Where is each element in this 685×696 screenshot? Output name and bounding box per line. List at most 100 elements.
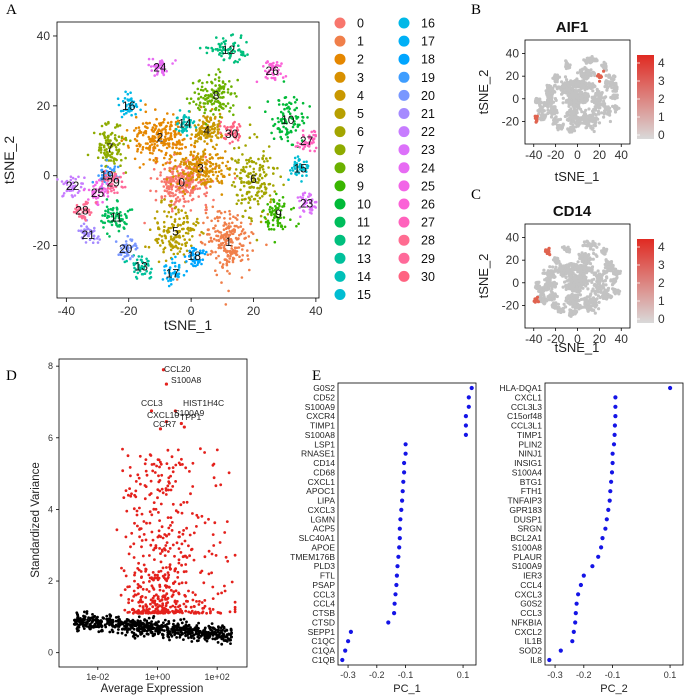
cluster-point xyxy=(248,206,252,209)
cluster-point xyxy=(176,252,179,255)
cluster-point xyxy=(150,128,154,132)
cluster-point xyxy=(211,167,214,171)
cluster-point xyxy=(162,138,166,142)
cluster-point xyxy=(204,122,208,126)
cluster-point xyxy=(148,121,151,125)
cluster-point xyxy=(172,238,176,241)
cluster-point xyxy=(149,275,153,279)
cluster-point xyxy=(267,166,270,169)
cluster-label: 18 xyxy=(188,249,202,263)
cluster-point xyxy=(168,179,171,183)
cluster-point xyxy=(159,244,162,247)
cluster-point xyxy=(210,219,213,223)
y-tick-label: -20 xyxy=(33,239,51,253)
cluster-point xyxy=(239,232,243,236)
cluster-point xyxy=(272,167,276,170)
cluster-point xyxy=(278,204,281,208)
legend-label: 22 xyxy=(421,125,435,139)
cluster-point xyxy=(238,125,242,128)
cell-point xyxy=(544,102,548,106)
cluster-point xyxy=(103,151,106,155)
cluster-point xyxy=(218,89,221,93)
cluster-point xyxy=(107,208,110,211)
cluster-point xyxy=(182,273,186,277)
cluster-point xyxy=(211,145,215,149)
cluster-label: 24 xyxy=(153,60,167,74)
cluster-point xyxy=(156,241,159,244)
cluster-point xyxy=(281,227,285,231)
cluster-point xyxy=(153,146,157,150)
cluster-point xyxy=(80,182,83,185)
cluster-point xyxy=(112,211,115,215)
cluster-point xyxy=(291,117,295,120)
cluster-point xyxy=(263,160,266,163)
cell-point xyxy=(576,71,580,75)
cluster-point xyxy=(136,133,139,136)
cluster-point xyxy=(283,225,287,229)
cluster-point xyxy=(284,127,288,130)
cluster-point xyxy=(184,162,187,166)
cluster-point xyxy=(160,195,163,198)
cluster-point xyxy=(158,233,161,237)
cluster-point xyxy=(183,255,187,258)
cell-point xyxy=(579,86,583,91)
cluster-point xyxy=(200,166,204,170)
cluster-point xyxy=(86,153,90,157)
cell-point xyxy=(586,68,590,72)
cluster-point xyxy=(214,73,218,76)
cluster-point xyxy=(150,267,153,271)
cell-point xyxy=(605,289,609,293)
cluster-point xyxy=(165,151,168,155)
cluster-point xyxy=(170,155,173,159)
cluster-point xyxy=(197,123,200,127)
cluster-point xyxy=(159,123,163,127)
cluster-point xyxy=(193,145,197,149)
cluster-label: 8 xyxy=(213,88,220,102)
cell-point xyxy=(603,271,607,275)
cluster-point xyxy=(232,257,236,260)
panel-c-title: CD14 xyxy=(553,203,592,220)
cluster-point xyxy=(291,143,295,147)
cluster-point xyxy=(109,133,113,136)
cluster-point xyxy=(205,135,209,139)
cluster-point xyxy=(139,99,142,102)
cluster-point xyxy=(185,269,188,273)
cell-point xyxy=(609,262,613,266)
cluster-point xyxy=(228,272,231,275)
cluster-point xyxy=(117,135,121,138)
cluster-point xyxy=(164,162,168,165)
cluster-point xyxy=(153,123,156,127)
cluster-point xyxy=(213,123,216,127)
cell-point xyxy=(597,276,601,280)
cluster-point xyxy=(293,120,296,123)
cluster-point xyxy=(169,235,173,238)
cluster-point xyxy=(139,108,142,112)
cluster-point xyxy=(115,148,118,152)
cluster-point xyxy=(171,226,175,229)
cluster-point xyxy=(295,106,299,110)
cluster-point xyxy=(242,165,245,169)
cluster-point xyxy=(222,90,226,94)
cluster-point xyxy=(79,185,83,189)
cluster-point xyxy=(200,230,203,234)
cluster-point xyxy=(291,125,295,129)
legend-swatch xyxy=(334,126,346,138)
cluster-point xyxy=(252,167,256,171)
cluster-point xyxy=(216,179,219,183)
x-tick-label: 0 xyxy=(574,148,581,162)
y-tick-label: 40 xyxy=(506,47,520,61)
cell-point xyxy=(586,287,590,291)
cluster-point xyxy=(175,278,179,281)
y-tick-label: 40 xyxy=(37,29,51,43)
legend-swatch xyxy=(398,53,410,65)
cluster-point xyxy=(182,227,185,231)
cluster-label: 6 xyxy=(250,172,257,186)
cell-point xyxy=(586,309,590,313)
cluster-point xyxy=(159,174,162,177)
cluster-point xyxy=(279,64,282,68)
cell-point xyxy=(534,100,538,104)
legend-swatch xyxy=(398,144,410,156)
cluster-point xyxy=(101,214,104,217)
cluster-point xyxy=(105,198,109,201)
cluster-point xyxy=(163,156,166,160)
